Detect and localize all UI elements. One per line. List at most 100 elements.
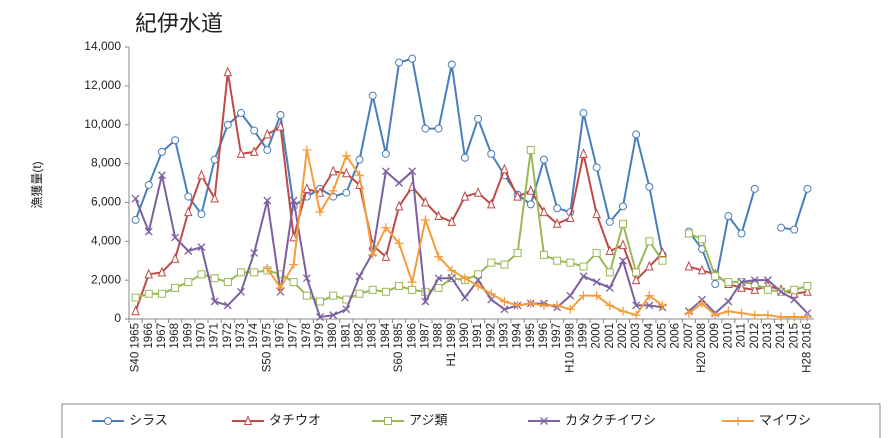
marker	[144, 268, 154, 279]
marker	[408, 54, 417, 63]
marker	[487, 258, 496, 267]
x-tick-label: 1991	[472, 323, 484, 349]
marker	[724, 212, 733, 221]
marker	[434, 252, 444, 262]
marker	[474, 270, 483, 279]
marker	[447, 60, 456, 69]
marker	[460, 190, 470, 201]
marker	[368, 91, 377, 100]
x-tick-label: 2010	[722, 323, 734, 349]
marker	[421, 297, 430, 306]
marker	[157, 289, 166, 298]
y-tick-label: 12,000	[84, 78, 121, 92]
x-tick-label: 2009	[709, 323, 721, 349]
marker	[737, 278, 746, 287]
x-tick-label: H20 2008	[696, 323, 708, 373]
marker	[184, 192, 193, 201]
marker	[631, 274, 641, 285]
marker	[579, 272, 588, 281]
marker	[421, 196, 430, 207]
x-tick-label: 2002	[617, 323, 629, 349]
marker	[408, 167, 417, 176]
x-tick-label: 1999	[578, 323, 590, 349]
marker	[460, 153, 469, 162]
marker	[553, 204, 562, 213]
marker	[684, 229, 693, 238]
marker	[750, 184, 759, 193]
marker	[223, 66, 233, 77]
marker	[315, 186, 325, 197]
y-tick-label: 0	[114, 311, 121, 325]
marker	[144, 227, 153, 236]
marker	[408, 285, 417, 294]
marker	[447, 274, 456, 283]
marker	[394, 238, 404, 248]
marker	[803, 281, 812, 290]
marker	[157, 171, 166, 180]
x-tick-label: 2015	[788, 323, 800, 349]
marker	[539, 300, 549, 310]
marker	[171, 233, 180, 242]
marker	[171, 136, 180, 145]
marker	[263, 128, 272, 139]
x-tick-label: H28 2016	[801, 323, 813, 373]
marker	[500, 260, 509, 269]
marker	[342, 167, 351, 178]
x-tick-label: 1990	[459, 323, 471, 349]
x-tick-label: 1978	[301, 323, 313, 349]
marker	[434, 283, 443, 292]
marker	[539, 250, 548, 259]
marker	[157, 147, 166, 156]
marker	[384, 417, 392, 425]
x-tick-label: 2014	[775, 322, 787, 348]
marker	[592, 248, 601, 257]
marker	[605, 217, 614, 226]
marker	[381, 251, 391, 261]
marker	[381, 149, 390, 158]
marker	[329, 311, 338, 320]
x-tick-label: S50 1975	[261, 323, 273, 372]
x-tick-label: 2004	[643, 322, 655, 348]
marker	[539, 155, 548, 164]
x-tick-label: 1981	[340, 323, 352, 349]
marker	[645, 301, 654, 310]
marker	[381, 167, 390, 176]
marker	[605, 300, 615, 310]
x-tick-label: 1969	[182, 323, 194, 349]
marker	[170, 253, 180, 263]
legend-label: アジ類	[409, 412, 447, 427]
marker	[342, 188, 351, 197]
marker	[803, 286, 812, 296]
marker	[329, 291, 338, 300]
marker	[381, 287, 390, 296]
marker	[474, 276, 483, 285]
marker	[750, 310, 760, 320]
marker	[328, 186, 338, 196]
marker	[250, 268, 259, 277]
marker	[618, 202, 627, 211]
marker	[777, 287, 786, 296]
marker	[645, 182, 654, 191]
y-tick-label: 4,000	[91, 233, 121, 247]
x-tick-label: 1987	[419, 323, 431, 349]
marker	[131, 215, 140, 224]
marker	[698, 235, 707, 244]
x-tick-label: 2000	[591, 323, 603, 349]
marker	[407, 277, 417, 287]
x-tick-label: 2003	[630, 323, 642, 349]
marker	[710, 310, 720, 320]
marker	[355, 272, 364, 281]
marker	[276, 120, 285, 131]
marker	[790, 225, 799, 234]
x-tick-label: 1997	[551, 323, 563, 349]
marker	[262, 263, 272, 273]
marker	[474, 114, 483, 123]
marker	[684, 260, 694, 271]
marker	[723, 306, 733, 316]
x-tick-label: H10 1998	[564, 323, 576, 373]
x-tick-label: 1995	[525, 323, 537, 349]
marker	[342, 305, 351, 314]
legend-label: タチウオ	[269, 412, 321, 427]
marker	[592, 208, 601, 219]
marker	[513, 190, 522, 201]
